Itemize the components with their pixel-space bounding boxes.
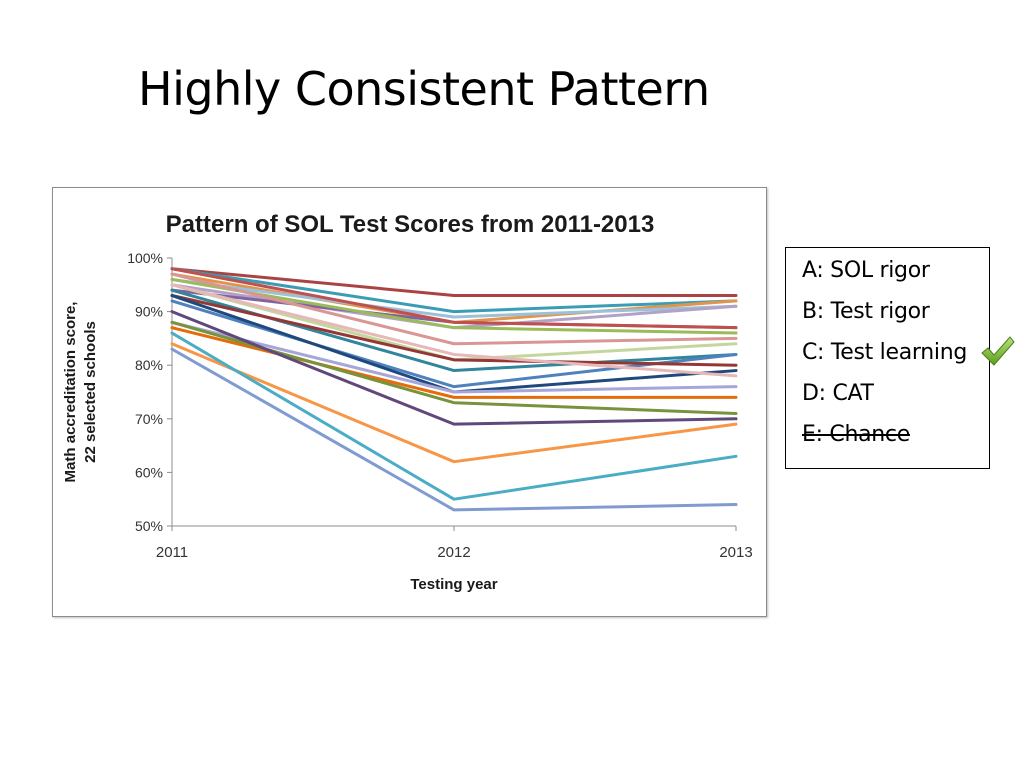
series-line-20 (170, 331, 738, 501)
series-line-18 (170, 310, 738, 426)
series-line-12 (170, 294, 738, 367)
x-axis-label: Testing year (410, 576, 497, 593)
option-c: C: Test learning (802, 340, 968, 365)
check-mark-icon (981, 336, 1015, 366)
y-tick-label: 50% (135, 518, 163, 534)
x-tick-label: 2011 (156, 544, 188, 561)
series-line-15 (170, 320, 738, 394)
series-line-17 (170, 320, 738, 415)
series-line-2 (170, 267, 738, 314)
y-tick-label: 80% (135, 357, 163, 373)
series-line-1 (170, 267, 738, 298)
y-axis-label: Math accreditation score, 22 selected sch… (62, 302, 99, 483)
y-tick-label: 70% (135, 411, 163, 427)
chart-container: Pattern of SOL Test Scores from 2011-201… (52, 187, 767, 617)
option-b: B: Test rigor (802, 299, 930, 324)
series-line-8 (170, 272, 738, 346)
y-tick-label: 90% (135, 304, 163, 320)
series-line-21 (170, 347, 738, 512)
series-line-7 (170, 277, 738, 335)
x-tick-label: 2013 (719, 544, 752, 561)
option-e: E: Chance (802, 422, 910, 447)
answer-options-box: A: SOL rigor B: Test rigor C: Test learn… (785, 247, 990, 469)
chart-title: Pattern of SOL Test Scores from 2011-201… (166, 211, 655, 238)
series-line-4 (170, 277, 738, 319)
x-tick-label: 2012 (437, 544, 470, 561)
option-d: D: CAT (802, 381, 874, 406)
series-line-19 (170, 342, 738, 464)
series-line-22 (170, 267, 738, 330)
series-line-11 (170, 299, 738, 389)
slide-title: Highly Consistent Pattern (138, 62, 710, 116)
y-tick-label: 60% (135, 464, 163, 480)
y-tick-label: 100% (127, 250, 163, 266)
line-chart: Pattern of SOL Test Scores from 2011-201… (62, 211, 753, 593)
series-line-14 (170, 283, 738, 378)
option-a: A: SOL rigor (802, 258, 930, 283)
series-line-16 (170, 326, 738, 399)
